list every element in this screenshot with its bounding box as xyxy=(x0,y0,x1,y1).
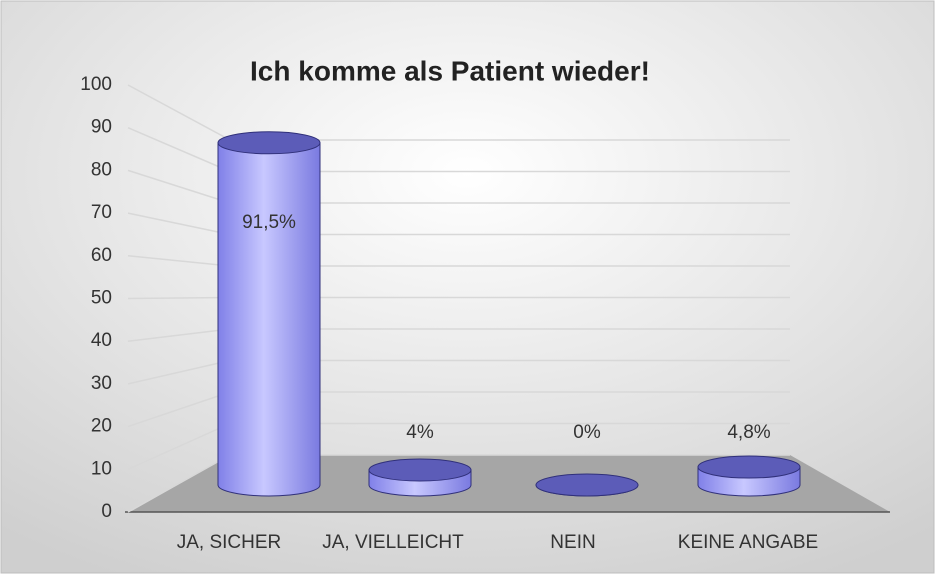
value-label: 0% xyxy=(573,422,601,443)
grid-line xyxy=(127,391,231,428)
grid-line xyxy=(127,454,231,513)
value-label: 4% xyxy=(406,422,434,443)
grid-line xyxy=(127,328,231,342)
grid-line xyxy=(127,359,231,385)
chart-title: Ich komme als Patient wieder! xyxy=(250,55,650,86)
cylinder-top xyxy=(535,473,639,497)
cylinder-top xyxy=(697,455,801,479)
y-tick-label: 20 xyxy=(91,416,112,437)
y-tick-label: 30 xyxy=(91,373,112,394)
y-tick-label: 10 xyxy=(91,458,112,479)
plot: 0 10 20 30 40 50 60 70 80 90 100 JA, SICHER 91,5% JA,… xyxy=(80,74,818,553)
y-tick-label: 90 xyxy=(91,117,112,138)
grid-line xyxy=(127,296,231,300)
x-tick-label: NEIN xyxy=(550,532,595,553)
x-tick-label: KEINE ANGABE xyxy=(678,532,818,553)
y-tick-label: 0 xyxy=(101,501,112,522)
y-tick-label: 100 xyxy=(80,74,112,95)
grid-line xyxy=(127,169,231,204)
x-tick-label: JA, SICHER xyxy=(177,532,282,553)
grid-line xyxy=(127,255,231,267)
cylinder-top xyxy=(217,131,321,155)
y-tick-label: 60 xyxy=(91,245,112,266)
y-tick-label: 40 xyxy=(91,330,112,351)
grid-line xyxy=(127,84,231,141)
value-label: 4,8% xyxy=(727,422,770,443)
y-tick-label: 50 xyxy=(91,288,112,309)
grid-line xyxy=(127,422,231,470)
cylinder-side xyxy=(217,142,321,497)
cylinder-top xyxy=(368,458,472,482)
grid-line xyxy=(127,127,231,173)
y-tick-label: 70 xyxy=(91,202,112,223)
y-tick-label: 80 xyxy=(91,159,112,180)
grid-line xyxy=(127,212,231,236)
value-label: 91,5% xyxy=(242,212,296,233)
x-tick-label: JA, VIELLEICHT xyxy=(322,532,464,553)
